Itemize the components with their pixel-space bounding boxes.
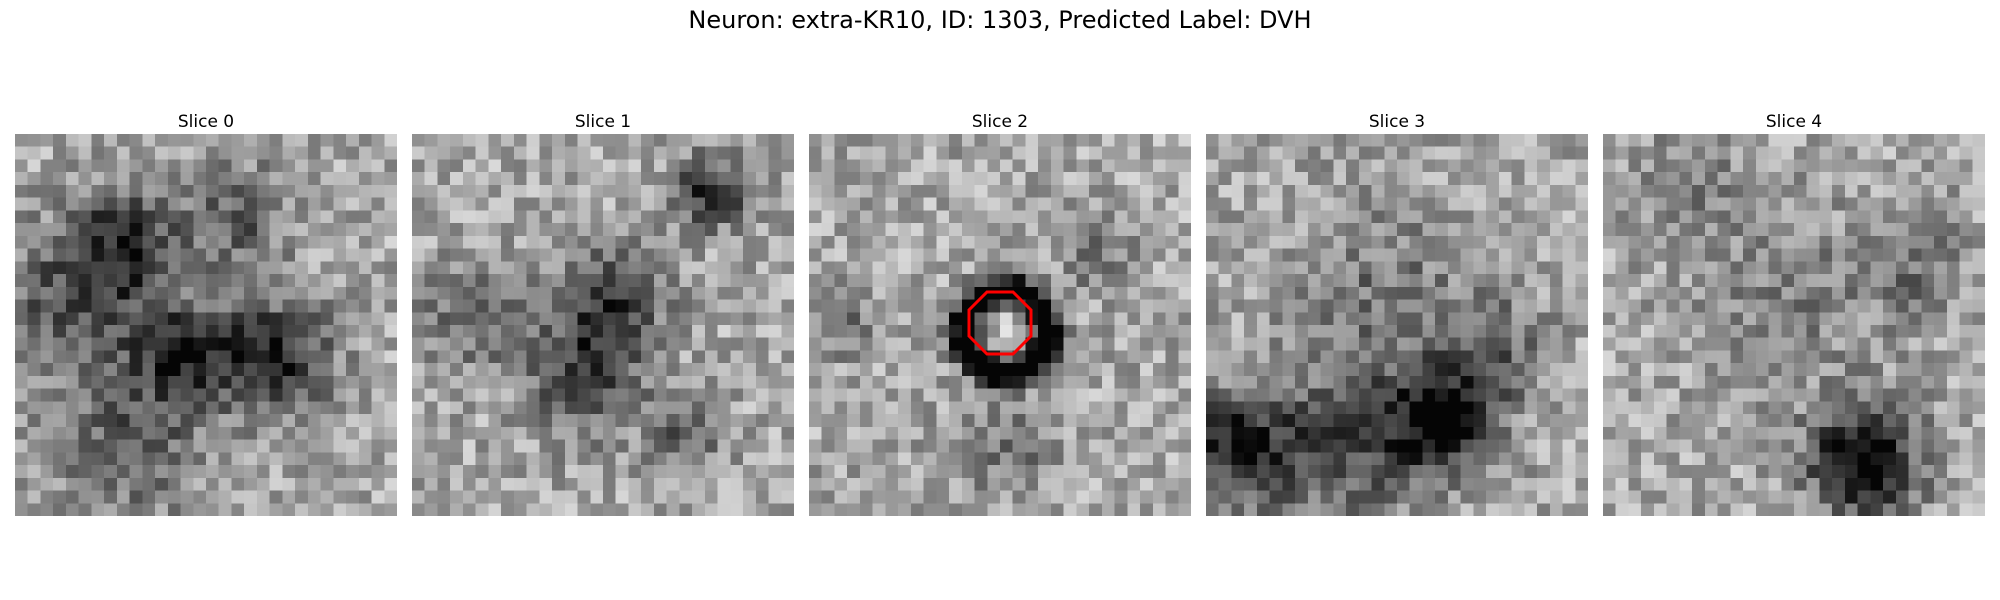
slice-title: Slice 1 <box>574 112 632 132</box>
slice-image <box>809 134 1191 516</box>
slice-panel-1: Slice 1 <box>412 110 794 516</box>
slice-image <box>15 134 397 516</box>
slice-image <box>412 134 794 516</box>
slice-panel-2: Slice 2 <box>809 110 1191 516</box>
slice-panel-0: Slice 0 <box>15 110 397 516</box>
slice-image <box>1206 134 1588 516</box>
slice-title: Slice 4 <box>1765 112 1823 132</box>
slice-image <box>1603 134 1985 516</box>
slice-title: Slice 0 <box>177 112 235 132</box>
figure-title: Neuron: extra-KR10, ID: 1303, Predicted … <box>688 6 1312 34</box>
slice-panel-4: Slice 4 <box>1603 110 1985 516</box>
slice-panel-3: Slice 3 <box>1206 110 1588 516</box>
slice-title: Slice 2 <box>971 112 1029 132</box>
slice-title: Slice 3 <box>1368 112 1426 132</box>
